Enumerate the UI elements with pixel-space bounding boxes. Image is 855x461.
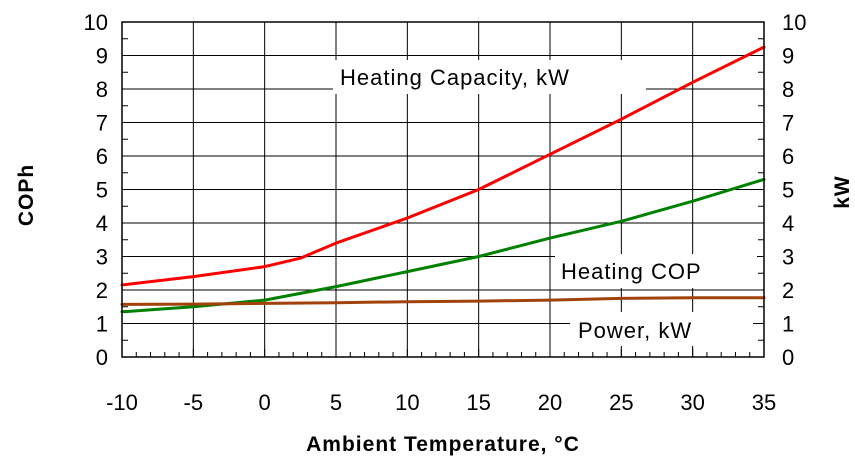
right-tick-label: 8	[782, 77, 794, 102]
right-tick-labels: 0 1 2 3 4 5 6 7 8 9 10	[782, 10, 806, 370]
x-tick-label: 35	[752, 390, 776, 415]
right-tick-label: 4	[782, 211, 794, 236]
right-tick-label: 3	[782, 245, 794, 270]
left-tick-label: 2	[96, 278, 108, 303]
left-tick-label: 4	[96, 211, 108, 236]
right-tick-label: 9	[782, 44, 794, 69]
x-tick-label: -10	[106, 390, 138, 415]
left-tick-labels: 0 1 2 3 4 5 6 7 8 9 10	[84, 10, 108, 370]
left-axis-title: COPh	[15, 164, 38, 226]
left-tick-label: 8	[96, 77, 108, 102]
x-tick-label: 10	[395, 390, 419, 415]
x-tick-label: 30	[680, 390, 704, 415]
series-line-power-kw	[120, 296, 766, 306]
x-tick-labels: -10 -5 0 5 10 15 20 25 30 35	[106, 390, 776, 415]
series-line-heating-cop	[120, 177, 766, 314]
right-tick-label: 1	[782, 312, 794, 337]
series-label-power: Power, kW	[578, 318, 692, 343]
right-tick-label: 0	[782, 345, 794, 370]
right-tick-label: 6	[782, 144, 794, 169]
left-tick-label: 5	[96, 178, 108, 203]
x-tick-label: 15	[466, 390, 490, 415]
series-lines	[120, 45, 766, 314]
right-tick-label: 2	[782, 278, 794, 303]
right-axis-title: kW	[831, 175, 854, 209]
left-tick-label: 0	[96, 345, 108, 370]
left-tick-label: 6	[96, 144, 108, 169]
x-tick-label: 25	[609, 390, 633, 415]
x-tick-label: 5	[330, 390, 342, 415]
series-label-heating-capacity: Heating Capacity, kW	[340, 65, 570, 90]
left-tick-label: 1	[96, 312, 108, 337]
label-bg-capacity	[333, 60, 646, 94]
left-tick-label: 3	[96, 245, 108, 270]
plot-frame	[121, 21, 765, 358]
x-axis-title: Ambient Temperature, °C	[306, 433, 580, 456]
right-tick-label: 5	[782, 178, 794, 203]
left-tick-label: 9	[96, 44, 108, 69]
right-tick-label: 10	[782, 10, 806, 35]
label-bg-power	[570, 312, 753, 346]
left-tick-label: 10	[84, 10, 108, 35]
label-bg-cop	[555, 254, 757, 288]
series-label-heating-cop: Heating COP	[561, 259, 702, 284]
x-tick-label: 20	[538, 390, 562, 415]
x-tick-label: 0	[259, 390, 271, 415]
series-line-heating-capacity-kw	[120, 45, 766, 287]
right-tick-label: 7	[782, 111, 794, 136]
x-tick-label: -5	[184, 390, 204, 415]
left-tick-label: 7	[96, 111, 108, 136]
